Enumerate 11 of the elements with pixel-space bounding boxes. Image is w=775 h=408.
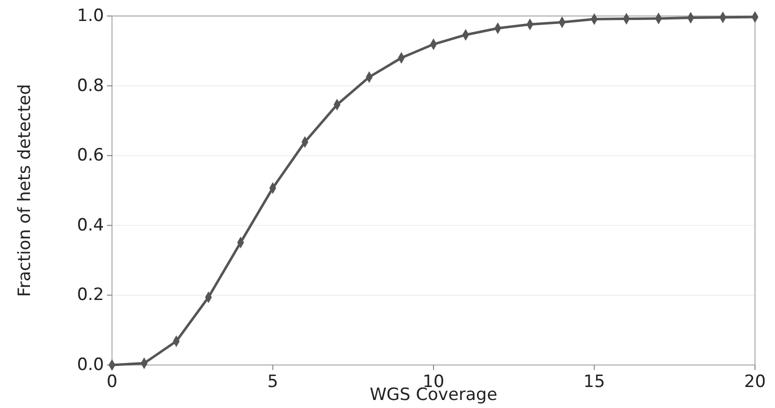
y-tick-label: 0.0 [76, 355, 104, 375]
x-tick-label: 15 [583, 372, 606, 392]
y-tick-label: 0.8 [76, 76, 104, 96]
y-axis-title: Fraction of hets detected [15, 84, 35, 297]
x-tick-label: 20 [744, 372, 766, 392]
y-tick-label: 0.6 [76, 146, 104, 166]
y-tick-label: 1.0 [76, 6, 104, 26]
x-tick-label: 5 [267, 372, 278, 392]
x-tick-label: 0 [106, 372, 118, 392]
y-tick-label: 0.4 [76, 215, 104, 236]
y-tick-label: 0.2 [76, 285, 104, 306]
